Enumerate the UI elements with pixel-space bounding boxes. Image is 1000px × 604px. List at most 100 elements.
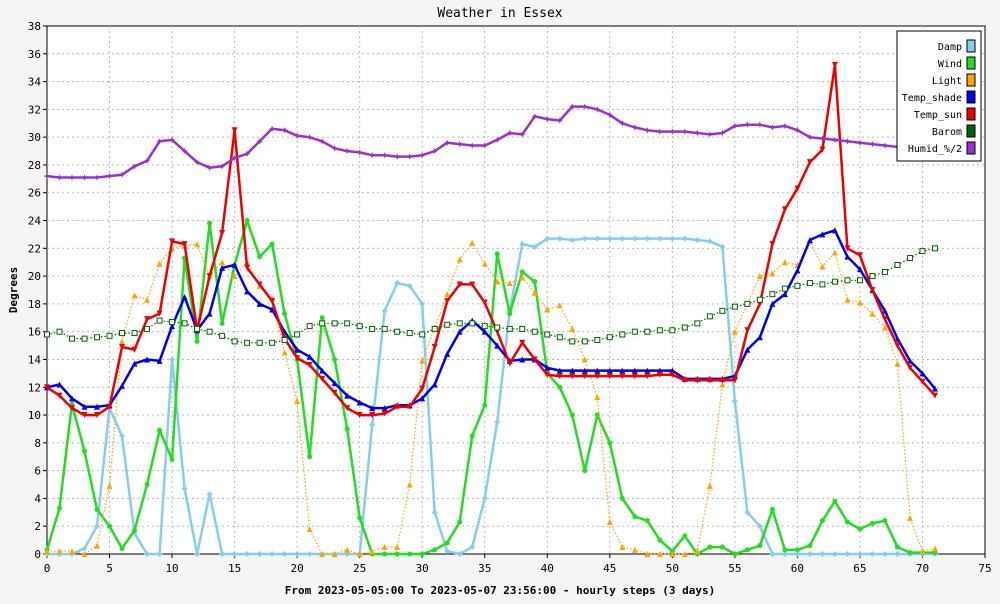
- data-point: [769, 124, 776, 131]
- data-point: [557, 384, 563, 390]
- y-tick-label: 18: [28, 298, 41, 311]
- data-point: [131, 163, 138, 170]
- data-point: [219, 320, 225, 326]
- data-point: [357, 515, 363, 521]
- data-point: [356, 412, 363, 419]
- data-point: [94, 174, 101, 181]
- legend-label-wind: Wind: [938, 59, 962, 70]
- legend-swatch-humid-2: [966, 141, 976, 155]
- data-point: [469, 433, 475, 439]
- data-point: [469, 544, 476, 551]
- data-point: [857, 526, 863, 532]
- data-point: [669, 551, 676, 557]
- data-point: [119, 330, 126, 337]
- data-point: [844, 138, 851, 145]
- data-point: [369, 325, 376, 332]
- data-point: [469, 320, 476, 327]
- x-tick-label: 30: [416, 562, 429, 575]
- legend: Damp Wind Light Temp_shade Temp_sun Barom Humi…: [896, 30, 982, 162]
- legend-label-barom: Barom: [932, 127, 962, 138]
- data-point: [756, 334, 763, 341]
- data-point: [144, 482, 150, 488]
- data-point: [519, 356, 526, 363]
- data-point: [869, 141, 876, 148]
- data-point: [506, 280, 513, 287]
- data-point: [244, 551, 251, 557]
- data-point: [531, 243, 538, 250]
- legend-swatch-light: [966, 73, 976, 87]
- data-point: [882, 518, 888, 524]
- data-point: [556, 117, 563, 124]
- data-point: [456, 281, 463, 288]
- data-point: [844, 245, 851, 252]
- data-point: [606, 373, 613, 380]
- data-point: [294, 551, 301, 557]
- data-point: [56, 548, 63, 555]
- data-point: [519, 339, 526, 346]
- data-point: [894, 551, 901, 557]
- data-point: [431, 325, 438, 332]
- data-point: [619, 235, 626, 242]
- data-point: [332, 356, 338, 362]
- y-tick-label: 28: [28, 159, 41, 172]
- y-tick-label: 32: [28, 103, 41, 116]
- data-point: [94, 542, 101, 549]
- series-line-light: [47, 240, 936, 555]
- data-point: [694, 377, 701, 384]
- data-point: [581, 103, 588, 110]
- data-point: [294, 355, 301, 362]
- data-point: [544, 116, 551, 123]
- data-point: [319, 375, 326, 382]
- data-point: [706, 377, 713, 384]
- data-point: [206, 491, 213, 498]
- data-point: [394, 153, 401, 160]
- data-point: [119, 343, 126, 350]
- data-point: [681, 551, 688, 557]
- data-point: [194, 325, 201, 332]
- data-point: [381, 325, 388, 332]
- data-point: [694, 548, 701, 555]
- data-point: [594, 412, 600, 418]
- data-point: [594, 373, 601, 380]
- data-point: [582, 468, 588, 474]
- data-point: [706, 482, 713, 489]
- data-point: [681, 128, 688, 135]
- data-point: [456, 551, 463, 557]
- data-point: [819, 135, 826, 142]
- y-axis-label: Degrees: [7, 267, 20, 313]
- x-tick-label: 25: [353, 562, 366, 575]
- data-point: [81, 551, 88, 557]
- data-point: [619, 373, 626, 380]
- data-point: [806, 551, 813, 557]
- data-point: [369, 412, 376, 419]
- y-tick-label: 6: [34, 465, 41, 478]
- data-point: [156, 317, 163, 324]
- data-point: [419, 357, 426, 364]
- data-point: [657, 537, 663, 543]
- data-point: [219, 332, 226, 339]
- data-point: [394, 280, 401, 287]
- data-point: [194, 551, 201, 557]
- data-point: [644, 235, 651, 242]
- data-point: [782, 547, 788, 553]
- data-point: [81, 412, 88, 419]
- data-point: [544, 371, 551, 378]
- data-point: [756, 273, 763, 280]
- data-point: [407, 551, 413, 557]
- data-point: [769, 270, 776, 277]
- data-point: [119, 545, 125, 551]
- data-point: [856, 252, 863, 259]
- data-point: [931, 392, 938, 399]
- data-point: [394, 551, 400, 557]
- data-point: [431, 381, 438, 388]
- data-point: [594, 367, 601, 374]
- data-point: [131, 292, 138, 299]
- data-point: [281, 127, 288, 134]
- data-point: [156, 260, 163, 267]
- data-point: [56, 174, 63, 181]
- data-point: [494, 251, 500, 257]
- data-point: [81, 545, 88, 552]
- data-point: [544, 364, 551, 371]
- data-point: [819, 231, 826, 238]
